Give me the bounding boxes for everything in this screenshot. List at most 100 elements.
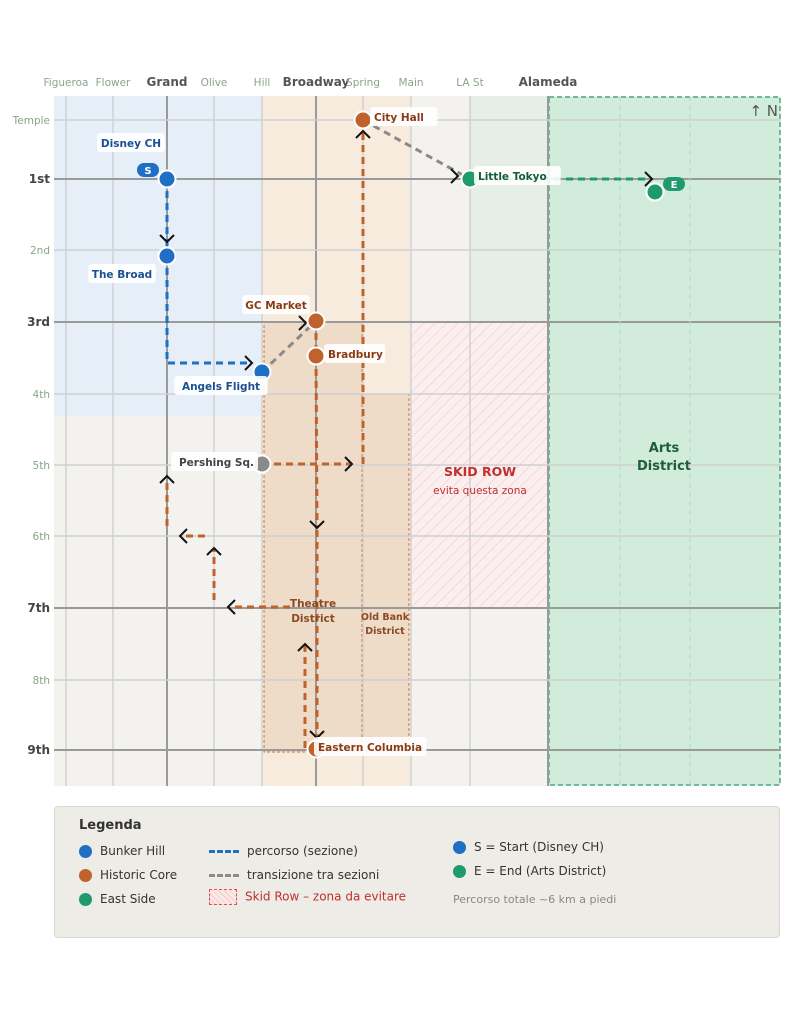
stop-marker-bradbury[interactable] bbox=[306, 346, 326, 366]
street-ns-label: Figueroa bbox=[44, 77, 89, 89]
east-side-dot-icon bbox=[79, 893, 92, 906]
street-ew-label: Temple bbox=[12, 115, 50, 127]
skid-row-sublabel: evita questa zona bbox=[433, 485, 527, 497]
stop-label-bg bbox=[314, 737, 427, 756]
stop-label-bg bbox=[97, 133, 165, 152]
dashed-line-icon bbox=[209, 850, 239, 853]
legend-item-start: S = Start (Disney CH) bbox=[453, 840, 604, 854]
legend-item-skid-row: Skid Row – zona da evitare bbox=[209, 889, 406, 905]
badge-disney bbox=[137, 163, 159, 177]
stop-marker-gc[interactable] bbox=[306, 311, 326, 331]
legend-label-route-section: percorso (sezione) bbox=[247, 844, 358, 858]
stop-marker-disney[interactable] bbox=[157, 169, 177, 189]
route-arrow-icon bbox=[226, 599, 236, 615]
legend-item-end: E = End (Arts District) bbox=[453, 864, 606, 878]
historic-core-dot-icon bbox=[79, 869, 92, 882]
arts-district-zone bbox=[548, 96, 781, 786]
legend-item-east-side: East Side bbox=[79, 892, 156, 906]
street-ns-label: LA St bbox=[456, 77, 483, 89]
stop-label-bg bbox=[370, 107, 438, 126]
route-arrow-icon bbox=[159, 474, 175, 484]
legend-item-route-transition: transizione tra sezioni bbox=[209, 868, 379, 882]
old-bank-district-label: Old Bank bbox=[361, 612, 410, 623]
theatre-district-label: District bbox=[291, 613, 335, 625]
route-transition bbox=[260, 319, 318, 374]
legend-item-historic-core: Historic Core bbox=[79, 868, 177, 882]
route-historic-core bbox=[314, 321, 319, 529]
stop-label-bg bbox=[474, 166, 561, 185]
route-arrow-icon bbox=[178, 528, 188, 544]
stop-label-ltokyo: Little Tokyo bbox=[478, 171, 547, 183]
old-bank-district-zone bbox=[362, 393, 410, 753]
start-dot-icon bbox=[453, 841, 466, 854]
route-arrow-icon bbox=[297, 642, 313, 652]
route-arrow-icon bbox=[644, 171, 654, 187]
legend-label-skid-row: Skid Row – zona da evitare bbox=[245, 889, 407, 904]
stop-label-angels: Angels Flight bbox=[182, 381, 260, 393]
stop-label-bg bbox=[174, 376, 268, 395]
street-ew-label: 8th bbox=[33, 675, 50, 687]
legend-item-route-section: percorso (sezione) bbox=[209, 844, 358, 858]
route-bunker-hill bbox=[165, 256, 250, 365]
stop-marker-cityhall[interactable] bbox=[353, 110, 373, 130]
arts-district-label: District bbox=[637, 459, 691, 474]
little-tokyo-zone bbox=[470, 96, 548, 358]
legend-label-bunker-hill: Bunker Hill bbox=[100, 844, 166, 858]
legend-title: Legenda bbox=[79, 818, 142, 833]
stop-label-pershing: Pershing Sq. bbox=[179, 457, 254, 469]
street-ew-label: 2nd bbox=[30, 245, 50, 257]
downtown-la-map: Figueroa Flower Grand Olive Hill BroadwaySpri… bbox=[12, 75, 781, 786]
stop-label-bg bbox=[242, 295, 310, 314]
compass-north: ↑ N bbox=[749, 102, 778, 120]
street-ew-label: 7th bbox=[27, 601, 50, 615]
bunker-hill-dot-icon bbox=[79, 845, 92, 858]
arts-district-label: Arts bbox=[649, 441, 680, 456]
theatre-district-zone bbox=[263, 321, 363, 753]
end-dot-icon bbox=[453, 865, 466, 878]
stop-marker-arts[interactable] bbox=[645, 182, 665, 202]
street-ew-label: 4th bbox=[33, 389, 50, 401]
route-arrow-icon bbox=[344, 456, 354, 472]
route-arrow-icon bbox=[244, 355, 254, 371]
stop-label-bg bbox=[171, 452, 258, 471]
street-ns-label: Grand bbox=[147, 75, 188, 89]
legend-label-start: S = Start (Disney CH) bbox=[474, 840, 604, 854]
stop-label-eastcol: Eastern Columbia bbox=[318, 742, 422, 754]
stop-label-bg bbox=[324, 344, 386, 363]
old-bank-district-label: District bbox=[365, 626, 405, 637]
badge-arts bbox=[663, 177, 685, 191]
legend-label-route-transition: transizione tra sezioni bbox=[247, 868, 380, 882]
stop-label-gc: GC Market bbox=[245, 300, 307, 312]
stop-label-bradbury: Bradbury bbox=[328, 349, 383, 361]
legend-item-bunker-hill: Bunker Hill bbox=[79, 844, 165, 858]
street-ns-label: Alameda bbox=[519, 75, 578, 89]
street-ew-label: 6th bbox=[33, 531, 50, 543]
stop-label-broad: The Broad bbox=[92, 269, 152, 281]
street-ns-label: Olive bbox=[201, 77, 228, 89]
legend-label-end: E = End (Arts District) bbox=[474, 864, 607, 878]
route-arrow-icon bbox=[298, 315, 308, 331]
dashed-line-icon bbox=[209, 874, 239, 877]
theatre-district-label: Theatre bbox=[290, 598, 336, 610]
route-arrow-icon bbox=[159, 234, 175, 244]
badge-text-arts: E bbox=[671, 180, 678, 191]
route-arrow-icon bbox=[450, 168, 460, 184]
street-ns-label: Flower bbox=[96, 77, 131, 89]
route-arrow-icon bbox=[309, 520, 325, 530]
route-arrow-icon bbox=[355, 129, 371, 139]
street-ew-label: 5th bbox=[33, 460, 50, 472]
street-ns-label: Broadway bbox=[283, 75, 350, 89]
street-ns-label: Hill bbox=[254, 77, 271, 89]
street-ew-label: 1st bbox=[29, 172, 50, 186]
street-ns-label: Main bbox=[398, 77, 423, 89]
hatch-swatch-icon bbox=[209, 889, 237, 905]
street-ns-label: Spring bbox=[346, 77, 380, 89]
street-ew-label: 3rd bbox=[27, 315, 50, 329]
route-arrow-icon bbox=[206, 546, 222, 556]
stop-label-cityhall: City Hall bbox=[374, 112, 424, 124]
badge-text-disney: S bbox=[144, 166, 151, 177]
stop-label-bg bbox=[88, 264, 156, 283]
legend-label-historic-core: Historic Core bbox=[100, 868, 178, 882]
stop-marker-broad[interactable] bbox=[157, 246, 177, 266]
skid-row-label: SKID ROW bbox=[444, 464, 516, 479]
